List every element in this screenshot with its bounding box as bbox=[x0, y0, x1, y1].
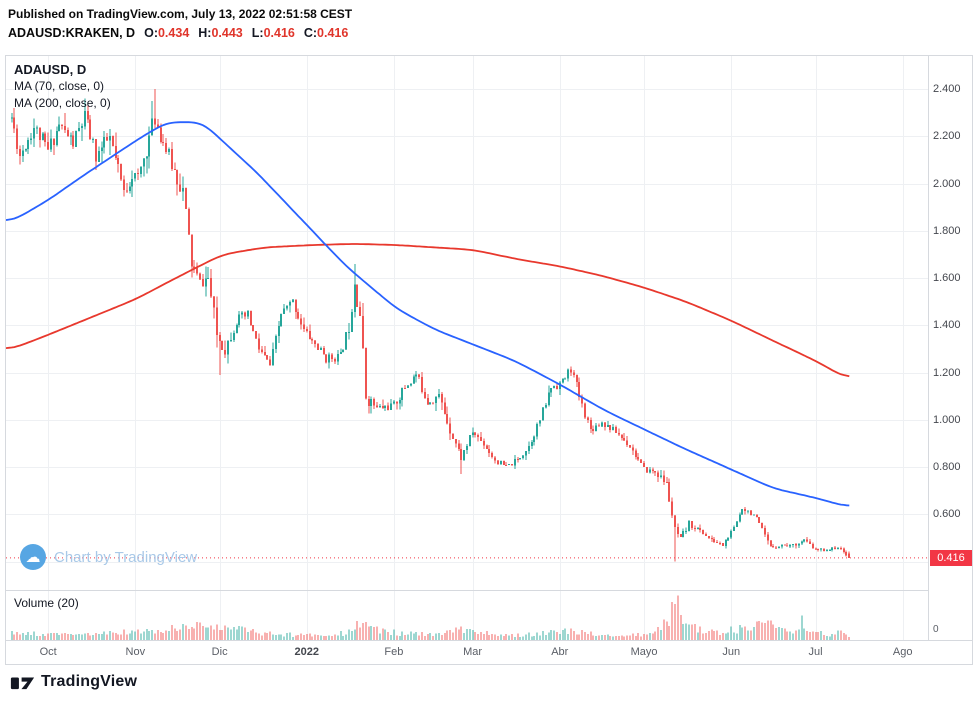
ohlc-high: H:0.443 bbox=[198, 26, 243, 40]
time-axis-label: Dic bbox=[211, 646, 228, 658]
price-axis-label: 1.800 bbox=[933, 224, 961, 237]
ohlc-low: L:0.416 bbox=[251, 26, 295, 40]
candlestick-chart[interactable] bbox=[6, 56, 928, 590]
price-axis-label: 2.200 bbox=[933, 130, 961, 143]
tradingview-watermark[interactable]: ☁ Chart by TradingView bbox=[20, 544, 197, 570]
time-axis-label: Nov bbox=[125, 646, 146, 658]
time-axis-label: Abr bbox=[551, 646, 569, 658]
time-axis-label: Feb bbox=[384, 646, 404, 658]
time-axis-label: Oct bbox=[39, 646, 57, 658]
time-axis[interactable]: Oct Nov Dic 2022 Feb Mar Abr Mayo Jun Jul Ago bbox=[6, 640, 972, 664]
price-axis-label: 2.400 bbox=[933, 83, 961, 96]
chart-frame: ADAUSD, D MA (70, close, 0) MA (200, clo… bbox=[5, 55, 973, 665]
symbol-ohlc-line: ADAUSD:KRAKEN, D O:0.434 H:0.443 L:0.416… bbox=[8, 26, 352, 40]
snapshot-header: Published on TradingView.com, July 13, 2… bbox=[8, 7, 352, 40]
price-axis-label: 1.400 bbox=[933, 319, 961, 332]
price-axis-label: 2.000 bbox=[933, 177, 961, 190]
price-axis-label: 1.000 bbox=[933, 413, 961, 426]
volume-pane[interactable]: Volume (20) bbox=[6, 590, 928, 640]
ma70-line bbox=[6, 121, 850, 507]
symbol-name: ADAUSD:KRAKEN, D bbox=[8, 26, 136, 40]
ma200-line bbox=[6, 243, 850, 378]
time-axis-label: 2022 bbox=[294, 646, 320, 658]
published-line: Published on TradingView.com, July 13, 2… bbox=[8, 7, 353, 21]
time-axis-label: Mar bbox=[463, 646, 483, 658]
cloud-logo-icon: ☁ bbox=[20, 544, 46, 570]
price-axis[interactable]: 0.416 0 2.400 2.200 2.000 1.800 1.600 1.400 1.… bbox=[928, 56, 972, 640]
tradingview-logo-icon[interactable] bbox=[10, 672, 35, 691]
volume-indicator-label: Volume (20) bbox=[14, 596, 79, 610]
ohlc-close: C:0.416 bbox=[303, 26, 349, 40]
candles bbox=[11, 89, 850, 562]
time-axis-label: Jul bbox=[808, 646, 823, 658]
volume-bars bbox=[11, 595, 850, 640]
volume-gridlines bbox=[48, 591, 904, 640]
footer: TradingView bbox=[10, 672, 137, 691]
time-axis-label: Mayo bbox=[630, 646, 658, 658]
tradingview-wordmark[interactable]: TradingView bbox=[41, 672, 138, 690]
price-axis-label: 0.800 bbox=[933, 461, 961, 474]
ohlc-open: O:0.434 bbox=[144, 26, 190, 40]
last-price-badge: 0.416 bbox=[930, 549, 972, 566]
price-axis-label: 1.200 bbox=[933, 366, 961, 379]
time-axis-label: Jun bbox=[722, 646, 741, 658]
price-axis-label: 1.600 bbox=[933, 272, 961, 285]
watermark-text: Chart by TradingView bbox=[54, 548, 198, 566]
volume-chart bbox=[11, 591, 904, 640]
volume-axis-zero: 0 bbox=[933, 624, 939, 635]
time-axis-label: Ago bbox=[892, 646, 913, 658]
price-pane[interactable]: ADAUSD, D MA (70, close, 0) MA (200, clo… bbox=[6, 56, 928, 590]
price-axis-label: 0.600 bbox=[933, 508, 961, 521]
